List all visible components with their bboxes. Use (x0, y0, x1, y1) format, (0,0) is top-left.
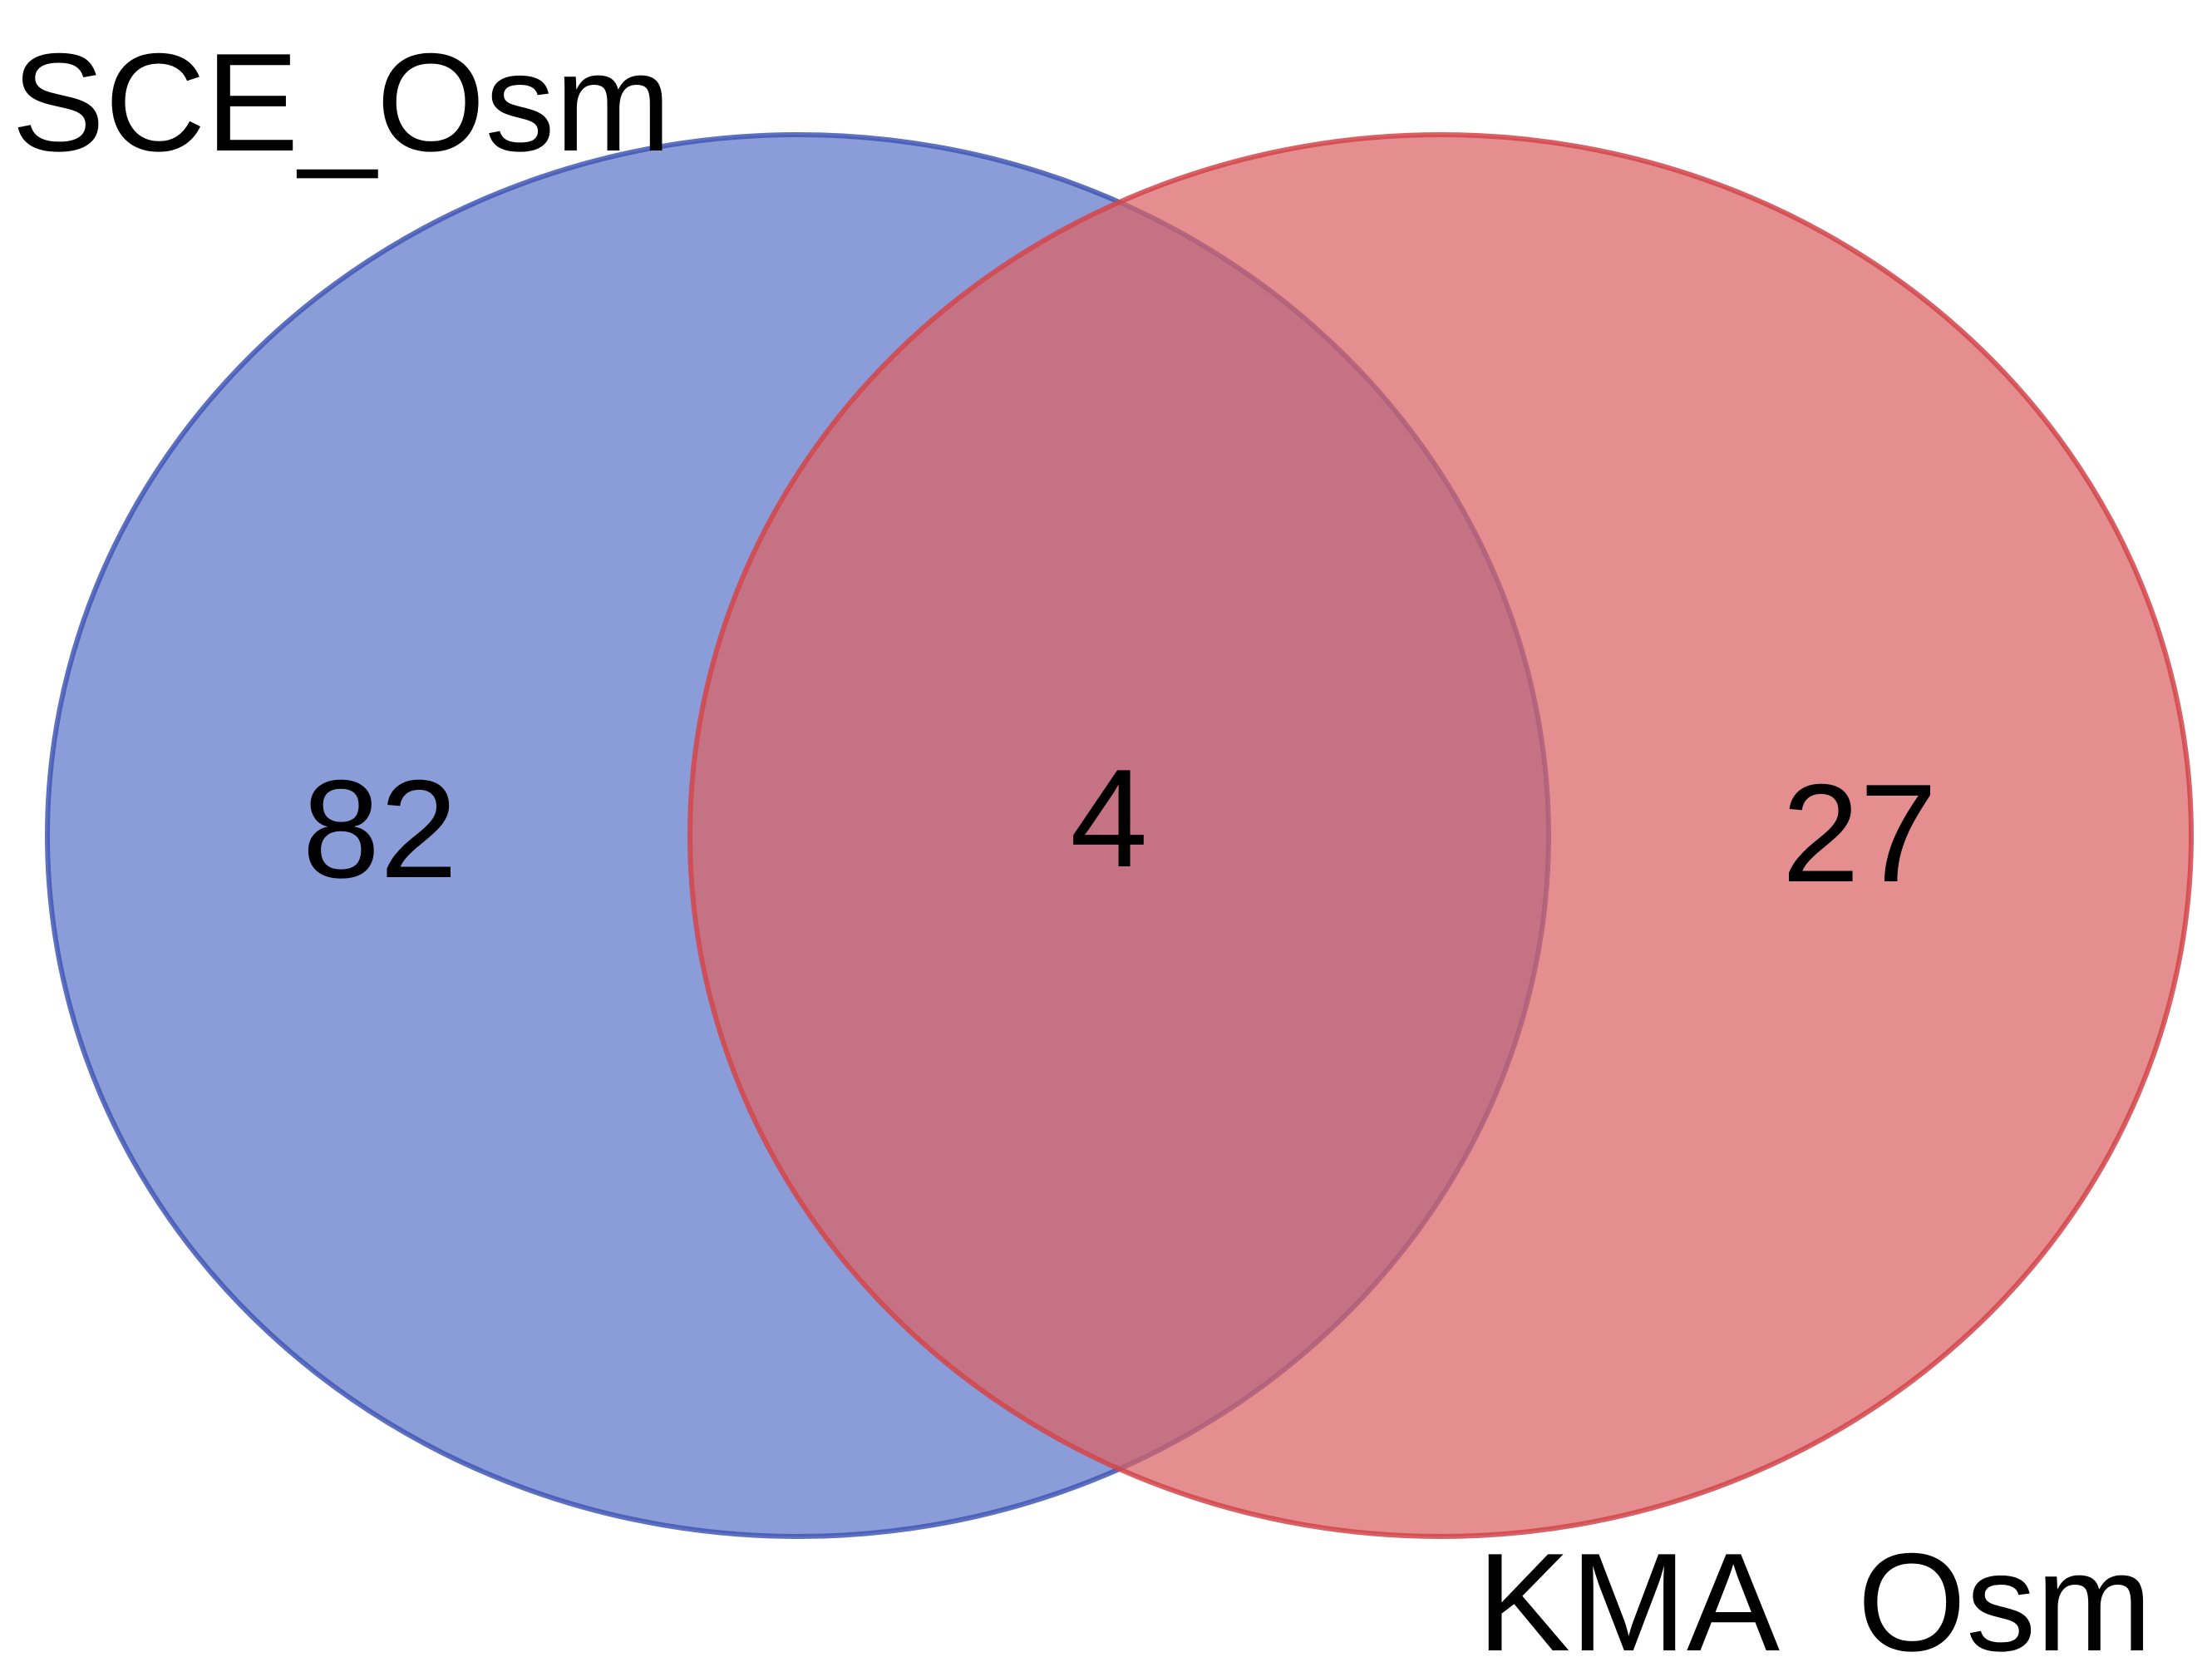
set-b-only-count: 27 (1782, 755, 1938, 911)
set-b-ellipse (687, 132, 2194, 1539)
set-a-only-count: 82 (303, 751, 458, 907)
set-a-label: SCE_Osm (12, 24, 672, 180)
set-b-label: KMA_Osm (1477, 1524, 2152, 1667)
intersection-count: 4 (1070, 740, 1147, 896)
